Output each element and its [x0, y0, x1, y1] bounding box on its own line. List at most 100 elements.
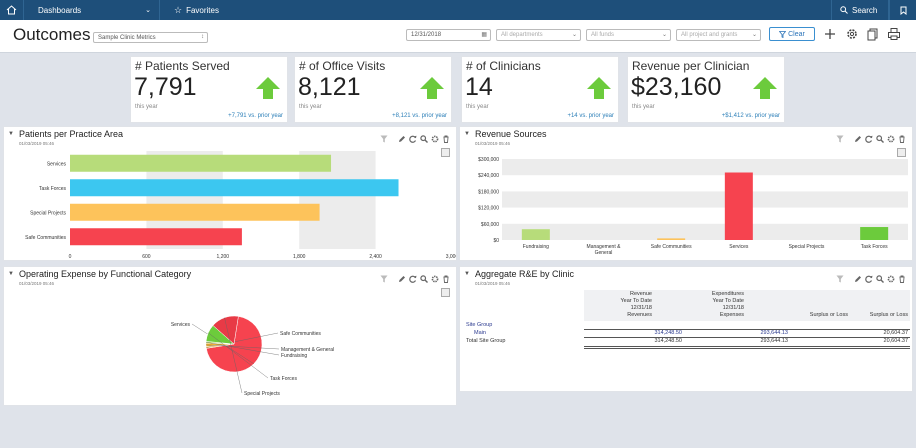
settings-icon[interactable]	[431, 130, 439, 143]
download-icon[interactable]	[441, 148, 450, 157]
collapse-icon[interactable]: ▼	[464, 271, 470, 277]
grants-select[interactable]: All project and grants ⌄	[676, 29, 761, 41]
leader-line	[206, 342, 280, 356]
print-icon[interactable]	[887, 27, 901, 41]
edit-icon[interactable]	[854, 270, 862, 282]
slice-label: Task Forces	[270, 376, 297, 382]
cell-revenue[interactable]: 314,248.50	[654, 330, 682, 336]
departments-placeholder: All departments	[501, 32, 543, 38]
trash-icon[interactable]	[898, 130, 906, 143]
refresh-icon[interactable]	[409, 270, 417, 283]
panel-toolbar	[836, 270, 906, 283]
zoom-icon[interactable]	[420, 270, 428, 283]
download-icon[interactable]	[897, 148, 906, 157]
copy-icon[interactable]	[866, 27, 880, 41]
tick-label: 1,800	[293, 254, 306, 260]
filter-icon[interactable]	[836, 130, 844, 143]
refresh-icon[interactable]	[865, 130, 873, 143]
cell-expense[interactable]: 293,644.13	[760, 330, 788, 336]
kpi-subtitle: this year	[135, 104, 158, 110]
metrics-select[interactable]: Sample Clinic Metrics ↕	[93, 32, 208, 43]
arrow-up-icon	[256, 77, 280, 99]
slice-label: Fundraising	[281, 353, 307, 359]
settings-icon[interactable]	[887, 270, 895, 283]
departments-select[interactable]: All departments ⌄	[496, 29, 581, 41]
bar	[521, 229, 550, 240]
panel-patients-per-practice-area: ▼ Patients per Practice Area 01/03/2019 …	[3, 126, 457, 261]
kpi-title: # of Office Visits	[299, 59, 386, 73]
edit-icon[interactable]	[398, 270, 406, 282]
zoom-icon[interactable]	[420, 130, 428, 143]
calendar-icon[interactable]: ▦	[481, 32, 487, 38]
download-icon[interactable]	[441, 288, 450, 297]
bookmark-icon[interactable]	[889, 0, 916, 20]
settings-icon[interactable]	[887, 130, 895, 143]
funds-select[interactable]: All funds ⌄	[586, 29, 671, 41]
refresh-icon[interactable]	[409, 130, 417, 143]
add-icon[interactable]	[823, 27, 837, 41]
chevron-down-icon: ⌄	[751, 32, 757, 38]
leader-line	[224, 317, 243, 394]
kpi-title: # of Clinicians	[466, 59, 541, 73]
slice-label: Services	[171, 322, 191, 328]
clear-label: Clear	[788, 30, 805, 38]
search-label: Search	[852, 5, 878, 15]
date-input[interactable]: 12/31/2018 ▦	[406, 29, 491, 41]
gear-icon[interactable]	[845, 27, 859, 41]
home-icon[interactable]	[0, 0, 24, 20]
settings-icon[interactable]	[431, 270, 439, 283]
category-label: Safe Communities	[25, 235, 66, 241]
bar	[70, 179, 399, 197]
chevron-down-icon: ⌄	[661, 32, 667, 38]
tick-label: 0	[69, 254, 72, 260]
tick-label: $300,000	[478, 157, 499, 163]
arrow-up-icon	[587, 77, 611, 99]
category-label: Services	[47, 161, 67, 167]
grid-band	[502, 191, 908, 208]
kpi-title: Revenue per Clinician	[632, 59, 750, 73]
search-button[interactable]: Search	[831, 0, 889, 20]
chevron-updown-icon: ↕	[201, 34, 204, 40]
kpi-card-patients-served: # Patients Served 7,791 this year +7,791…	[130, 56, 288, 123]
trash-icon[interactable]	[442, 130, 450, 143]
grid-band	[502, 159, 908, 176]
category-label: Safe Communities	[651, 244, 692, 250]
refresh-icon[interactable]	[865, 270, 873, 283]
col-header-revenues: Revenue Year To Date 12/31/18 Revenues	[620, 291, 653, 318]
metrics-select-value: Sample Clinic Metrics	[98, 34, 156, 41]
tick-label: $60,000	[481, 222, 499, 228]
top-nav-bar: Dashboards ⌄ ☆ Favorites Search	[0, 0, 916, 20]
arrow-up-icon	[420, 77, 444, 99]
zoom-icon[interactable]	[876, 270, 884, 283]
bar	[657, 238, 686, 240]
filter-icon[interactable]	[836, 270, 844, 283]
bar	[70, 203, 320, 221]
collapse-icon[interactable]: ▼	[8, 131, 14, 137]
filter-icon[interactable]	[380, 130, 388, 143]
category-label: Task Forces	[861, 244, 888, 250]
edit-icon[interactable]	[854, 130, 862, 142]
panel-revenue-sources: ▼ Revenue Sources 01/03/2019 05:46 $0 $60…	[459, 126, 913, 261]
dashboards-menu[interactable]: Dashboards ⌄	[24, 0, 160, 20]
grid-band	[502, 223, 908, 240]
tick-label: $180,000	[478, 189, 499, 195]
collapse-icon[interactable]: ▼	[8, 271, 14, 277]
search-icon	[840, 6, 848, 14]
collapse-icon[interactable]: ▼	[464, 131, 470, 137]
row-label-main[interactable]: Main	[474, 330, 486, 336]
trash-icon[interactable]	[898, 270, 906, 283]
category-label: Management &	[587, 244, 622, 250]
trash-icon[interactable]	[442, 270, 450, 283]
bar	[70, 154, 332, 172]
edit-icon[interactable]	[398, 130, 406, 142]
filter-icon[interactable]	[380, 270, 388, 283]
patients-bar-chart: Services Task Forces Special Projects Safe …	[25, 151, 456, 260]
tick-label: $120,000	[478, 206, 499, 212]
tick-label: $240,000	[478, 173, 499, 179]
bar	[724, 172, 753, 240]
clear-filters-button[interactable]: Clear	[769, 27, 815, 41]
panel-title: Revenue Sources	[475, 129, 547, 139]
favorites-label: Favorites	[186, 5, 219, 15]
favorites-button[interactable]: ☆ Favorites	[160, 0, 250, 20]
zoom-icon[interactable]	[876, 130, 884, 143]
